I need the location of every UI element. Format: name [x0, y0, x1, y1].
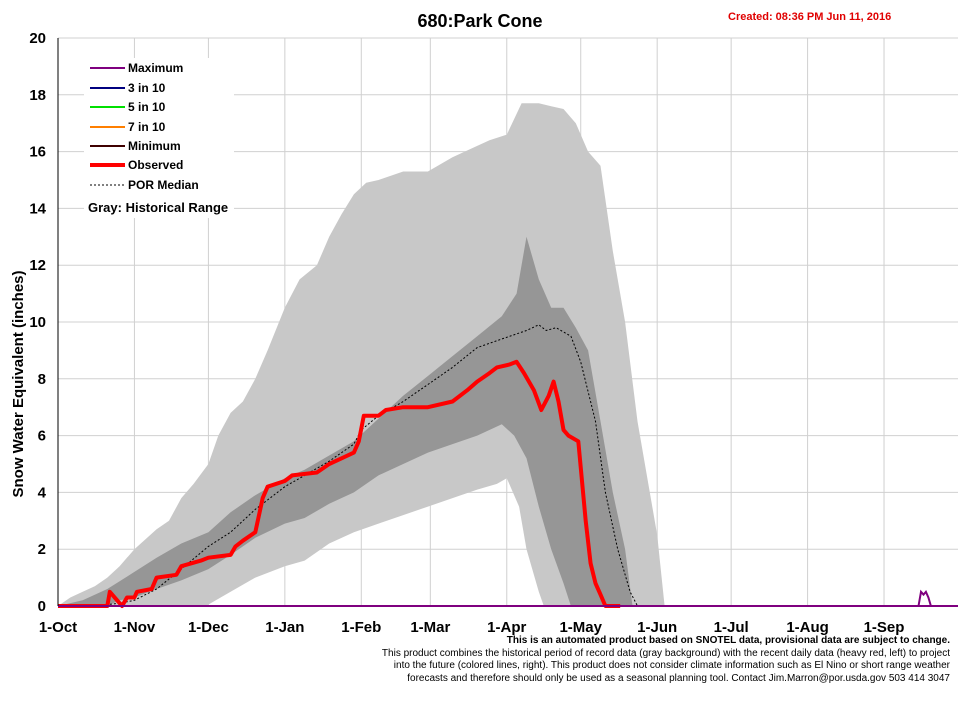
- footnote-line-4: forecasts and therefore should only be u…: [407, 672, 950, 684]
- x-tick-label: 1-Mar: [410, 619, 450, 636]
- legend-label-por-median: POR Median: [128, 178, 199, 192]
- y-tick-label: 18: [29, 87, 46, 104]
- observed-line: [58, 359, 621, 608]
- legend-label-3in10: 3 in 10: [128, 81, 166, 95]
- x-tick-label: 1-Nov: [114, 619, 156, 636]
- y-tick-label: 16: [29, 144, 46, 161]
- x-tick-label: 1-Sep: [864, 619, 905, 636]
- footnote-line-1: This is an automated product based on SN…: [506, 635, 950, 646]
- x-tick-label: 1-May: [559, 619, 602, 636]
- chart-title: 680:Park Cone: [417, 11, 542, 31]
- created-timestamp: Created: 08:36 PM Jun 11, 2016: [728, 11, 891, 23]
- legend-label-5in10: 5 in 10: [128, 100, 166, 114]
- x-tick-label: 1-Oct: [39, 619, 77, 636]
- y-tick-label: 20: [29, 30, 46, 47]
- x-tick-label: 1-Aug: [786, 619, 829, 636]
- y-tick-label: 2: [38, 541, 46, 558]
- y-tick-label: 10: [29, 314, 46, 331]
- x-tick-labels: 1-Oct 1-Nov 1-Dec 1-Jan 1-Feb 1-Mar 1-Apr 1-May…: [39, 619, 905, 636]
- x-tick-label: 1-Feb: [341, 619, 381, 636]
- legend-background: [84, 58, 234, 218]
- x-tick-label: 1-Jan: [265, 619, 304, 636]
- maximum-projection-line: [917, 589, 932, 607]
- historical-range-inner: [58, 236, 633, 607]
- y-axis-label: Snow Water Equivalent (inches): [10, 271, 27, 498]
- legend-label-observed: Observed: [128, 158, 183, 172]
- y-tick-label: 12: [29, 257, 46, 274]
- x-tick-label: 1-Dec: [188, 619, 229, 636]
- footnote-line-3: into the future (colored lines, right). …: [393, 660, 950, 671]
- legend: Maximum 3 in 10 5 in 10 7 in 10 Minimum …: [84, 58, 234, 218]
- y-tick-label: 4: [38, 484, 47, 501]
- legend-label-minimum: Minimum: [128, 139, 181, 153]
- footnote: This is an automated product based on SN…: [300, 635, 950, 685]
- y-tick-label: 14: [29, 200, 46, 217]
- x-tick-label: 1-Jul: [714, 619, 749, 636]
- x-tick-label: 1-Apr: [487, 619, 526, 636]
- historical-range-outer: [58, 103, 665, 607]
- y-tick-label: 8: [38, 371, 46, 388]
- legend-gray-note: Gray: Historical Range: [88, 200, 228, 215]
- footnote-line-2: This product combines the historical per…: [381, 647, 950, 659]
- y-tick-label: 0: [38, 598, 46, 615]
- legend-label-maximum: Maximum: [128, 61, 183, 75]
- y-tick-label: 6: [38, 428, 46, 445]
- y-tick-labels: 0 2 4 6 8 10 12 14 16 18 20: [29, 30, 46, 615]
- legend-label-7in10: 7 in 10: [128, 120, 166, 134]
- x-tick-label: 1-Jun: [637, 619, 677, 636]
